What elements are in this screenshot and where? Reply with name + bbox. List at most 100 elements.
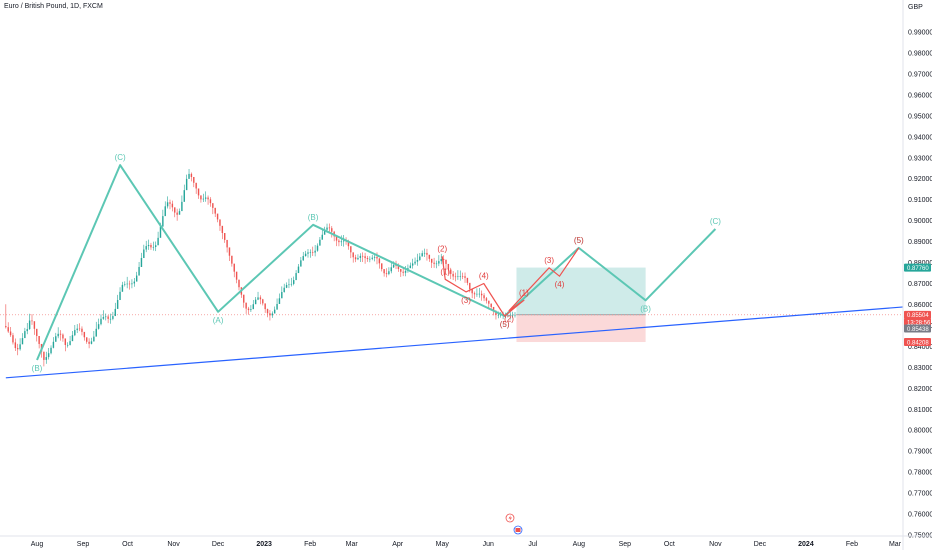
- candle: [250, 305, 252, 312]
- candle-body: [214, 207, 216, 214]
- candle: [207, 195, 209, 205]
- candle-body: [509, 314, 511, 316]
- candle-body: [293, 280, 295, 284]
- y-tick-label: 0.98000: [908, 50, 932, 57]
- candle-body: [428, 254, 431, 259]
- candle-body: [147, 244, 150, 247]
- profit-zone[interactable]: [516, 267, 646, 315]
- candle: [100, 314, 102, 326]
- candle-body: [371, 257, 373, 259]
- x-tick-label: May: [436, 541, 450, 548]
- candle: [209, 197, 212, 207]
- price-label: 0.85504: [904, 310, 931, 319]
- candle: [105, 313, 107, 321]
- candle: [366, 255, 369, 262]
- x-tick-label: Feb: [846, 541, 858, 548]
- candle-body: [45, 357, 47, 360]
- candle: [233, 263, 235, 278]
- candle: [430, 258, 433, 268]
- candle-body: [140, 258, 143, 267]
- candle-body: [433, 262, 435, 264]
- candle: [19, 338, 21, 351]
- candle-body: [411, 263, 414, 266]
- candle-body: [423, 252, 426, 254]
- candle: [283, 283, 285, 293]
- candle-body: [47, 353, 50, 358]
- candle: [369, 256, 371, 263]
- candle-body: [64, 338, 67, 345]
- candle: [440, 253, 442, 265]
- candle: [195, 182, 197, 194]
- candle-body: [219, 219, 221, 226]
- candle: [411, 258, 414, 269]
- candle-body: [28, 320, 31, 330]
- candle: [176, 208, 178, 221]
- candle: [416, 253, 419, 266]
- candle-body: [402, 271, 404, 273]
- candle-body: [488, 300, 490, 304]
- candle: [171, 200, 174, 212]
- candle-body: [78, 328, 81, 330]
- candle-body: [266, 309, 269, 314]
- impulse-down-wave[interactable]: [441, 256, 506, 317]
- candle-body: [224, 233, 226, 240]
- candle-body: [445, 259, 447, 264]
- candle-body: [269, 313, 271, 316]
- wave-label: (2): [504, 315, 514, 324]
- candle: [128, 280, 131, 290]
- candle-body: [69, 341, 71, 345]
- candle: [57, 327, 59, 339]
- wave-label: (B): [640, 304, 651, 313]
- candle: [307, 249, 309, 258]
- candle-body: [62, 334, 64, 339]
- candle-body: [26, 329, 28, 332]
- candle-body: [490, 303, 492, 307]
- candle-body: [290, 283, 293, 285]
- support-trendline[interactable]: [5, 305, 909, 379]
- candle: [328, 223, 331, 232]
- candle-body: [340, 241, 343, 243]
- candle: [478, 287, 481, 298]
- candle: [155, 241, 157, 252]
- x-tick-label: Aug: [573, 541, 586, 548]
- candle-body: [181, 201, 183, 212]
- candle-body: [442, 258, 445, 260]
- candle: [26, 323, 28, 335]
- price-label-bg: [904, 318, 931, 327]
- candle-body: [264, 303, 266, 310]
- candle-body: [159, 226, 162, 238]
- candle-body: [364, 256, 366, 259]
- candle-body: [152, 246, 155, 248]
- candle-body: [281, 292, 283, 299]
- primary-wave[interactable]: [36, 164, 717, 361]
- price-label-bg: [904, 263, 931, 272]
- candle-body: [421, 253, 423, 257]
- candle-body: [131, 283, 133, 285]
- candle: [262, 298, 264, 306]
- candle-body: [435, 263, 438, 265]
- candle-body: [457, 276, 459, 277]
- candle-body: [338, 240, 340, 243]
- candle: [362, 252, 364, 263]
- candle: [235, 271, 238, 284]
- candle: [259, 295, 262, 305]
- candle-body: [55, 336, 57, 342]
- candle-body: [283, 287, 285, 293]
- candle-body: [90, 341, 93, 344]
- candle-body: [450, 269, 452, 274]
- candle-body: [138, 266, 140, 276]
- candle-body: [128, 283, 131, 285]
- candle: [24, 327, 26, 339]
- price-label-text: 0.87760: [907, 266, 929, 272]
- candle-body: [252, 304, 254, 310]
- candle-body: [485, 298, 488, 301]
- candle-body: [321, 234, 323, 240]
- candle: [66, 342, 69, 348]
- candle-body: [183, 190, 185, 202]
- impulse-up-wave[interactable]: [504, 247, 580, 317]
- flag-glyph: [515, 528, 521, 532]
- candle-body: [383, 269, 385, 274]
- x-tick-label: Nov: [709, 541, 722, 548]
- candle-body: [273, 309, 276, 314]
